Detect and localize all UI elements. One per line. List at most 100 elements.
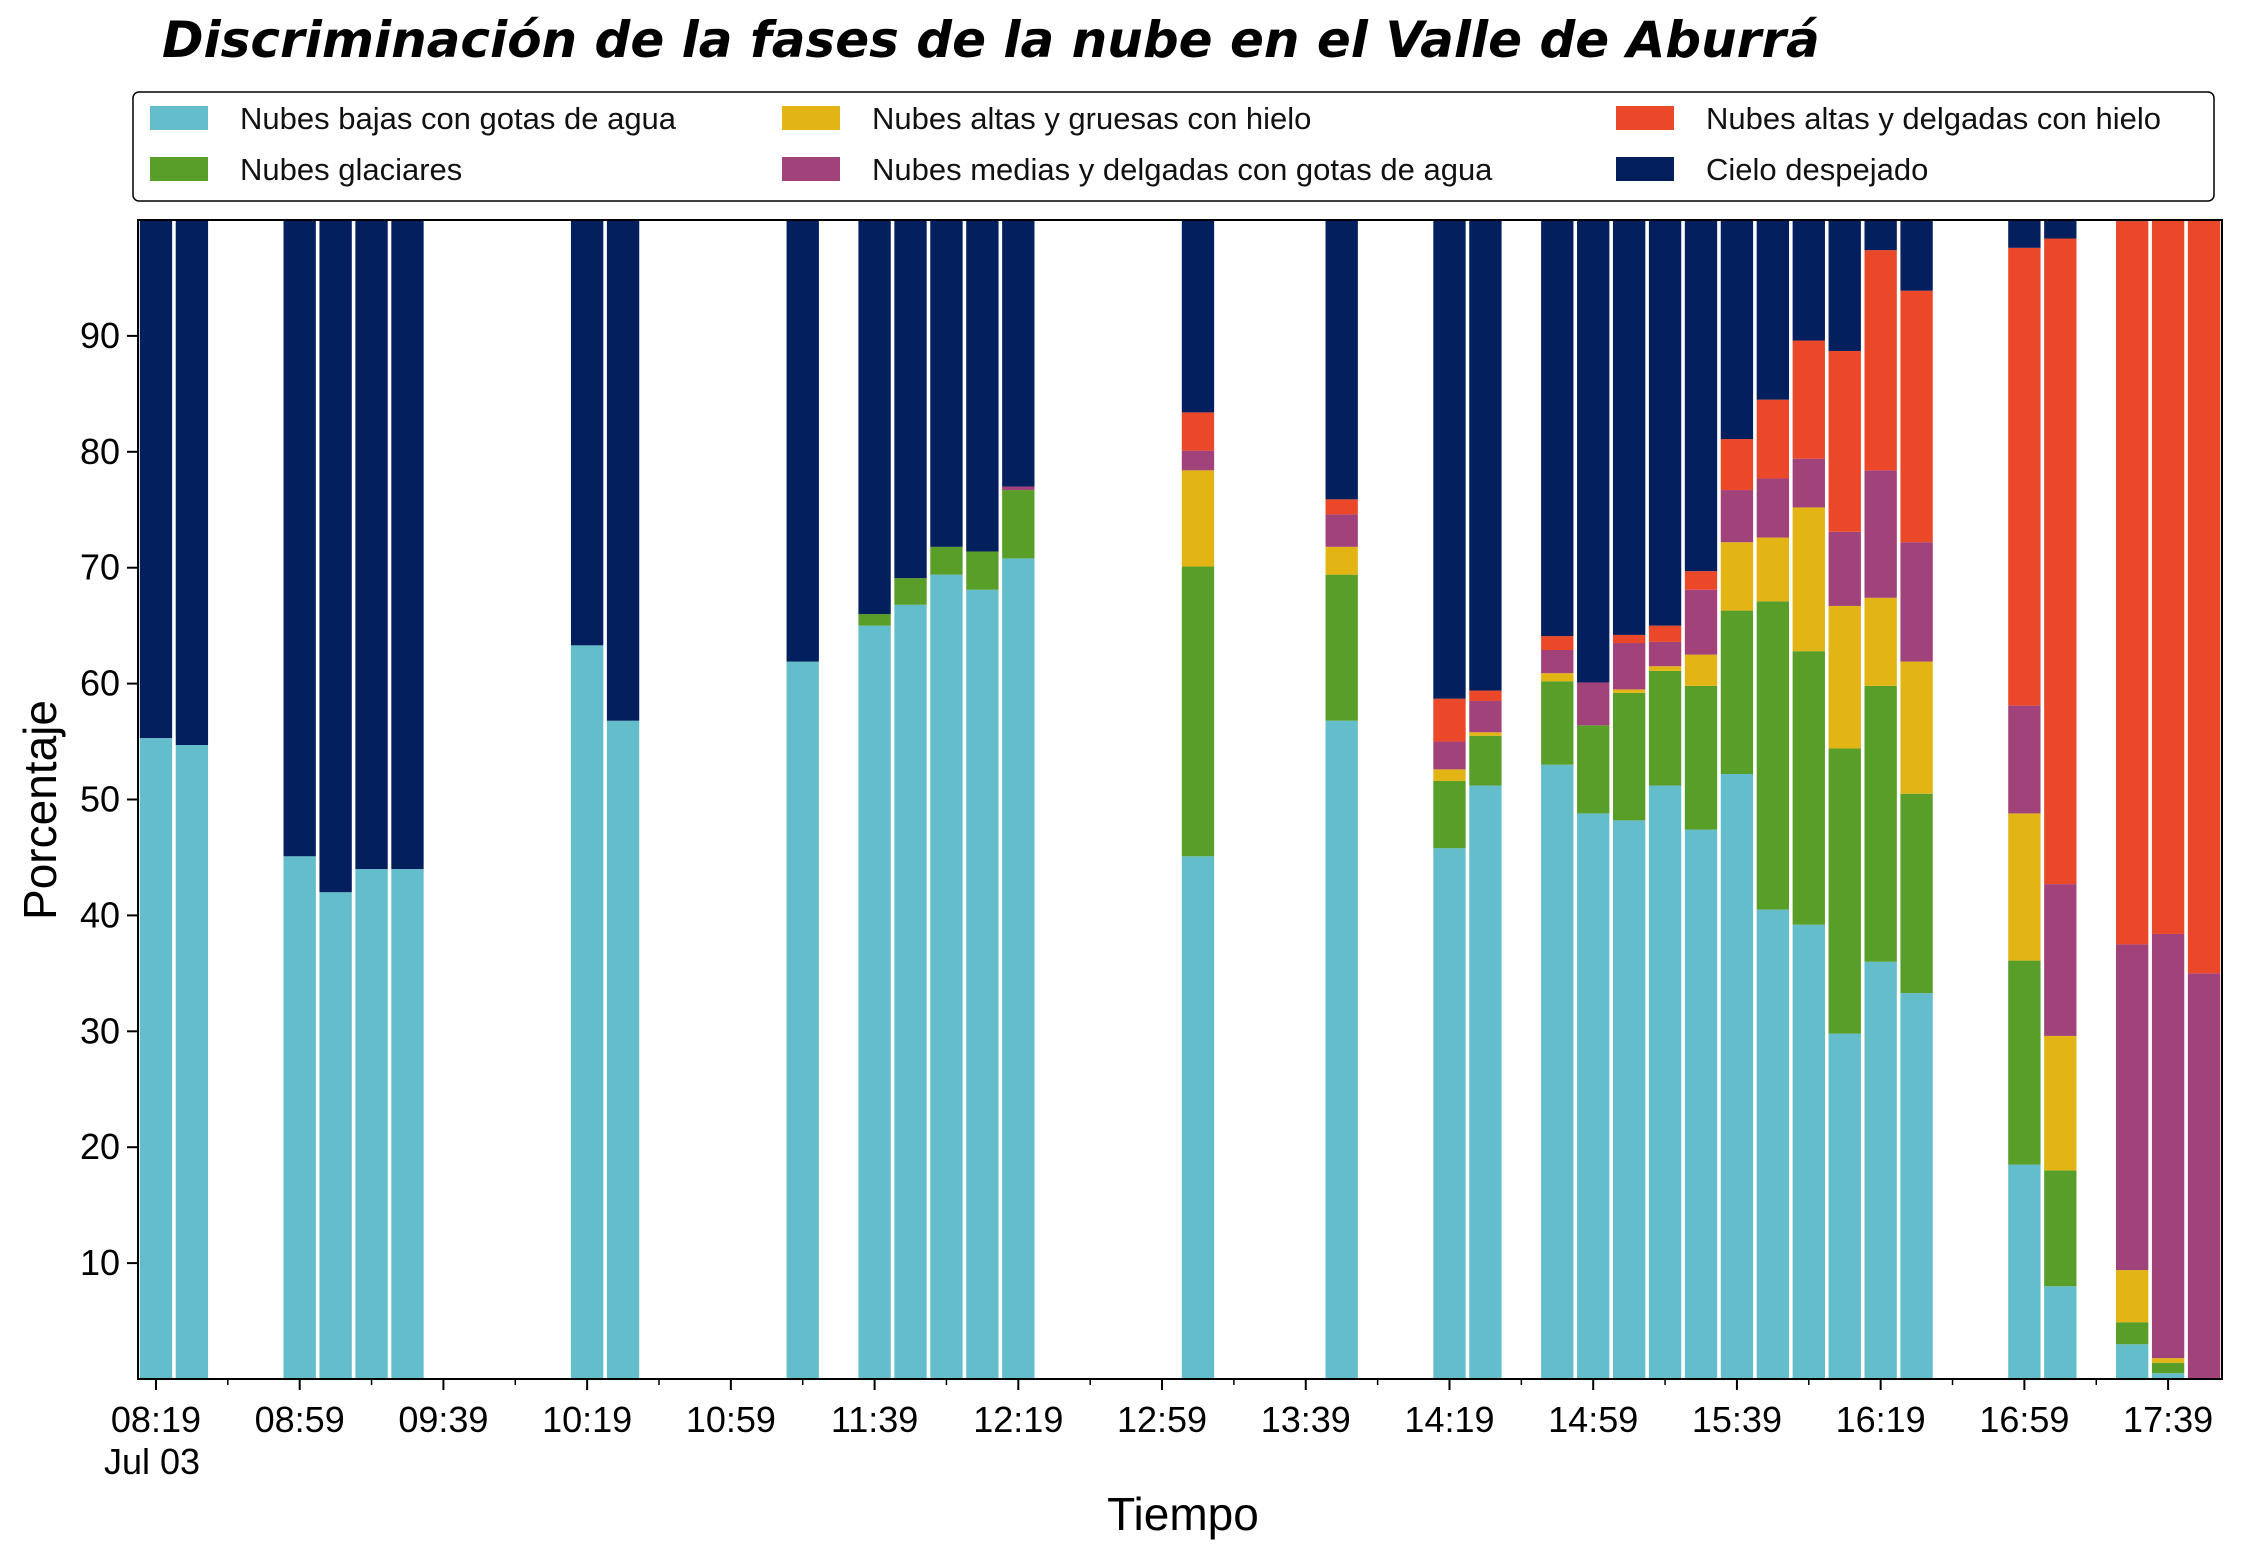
legend-swatch [1616,106,1674,130]
bar-segment-4-1449 [1541,636,1574,650]
bar-segment-1-1449 [1541,681,1574,765]
bar-segment-1-1519 [1648,670,1682,786]
x-tick-label: 14:19 [1404,1399,1494,1440]
bar-segment-0-1209 [966,589,999,1379]
bar-segment-4-1619 [1864,250,1897,471]
bar-segment-3-1519 [1648,641,1682,667]
legend-swatch [150,106,208,130]
bar-segment-4-1539 [1720,439,1754,491]
bar-segment-1-1609 [1828,748,1861,1034]
bar-segment-3-1449 [1541,649,1574,674]
bar-segment-0-1559 [1792,924,1825,1379]
bar-segment-0-1159 [930,574,963,1379]
x-tick-label: 15:39 [1692,1399,1782,1440]
bar-segment-2-1509 [1612,689,1646,693]
legend-swatch [782,106,840,130]
bar-segment-5-1349 [1325,220,1358,500]
bar-segment-3-1419 [1433,741,1466,770]
bar-segment-0-1729 [2116,1344,2149,1379]
legend-box [132,91,2215,202]
x-tick-label: 13:39 [1261,1399,1351,1440]
bar-segment-5-1519 [1648,220,1682,626]
y-tick-label: 60 [80,663,120,704]
bar-segment-2-1549 [1756,537,1790,602]
y-tick-label: 80 [80,431,120,472]
x-tick-label: 12:19 [973,1399,1063,1440]
bar-segment-3-1739 [2151,933,2185,1359]
bar-segment-0-1119 [786,661,819,1379]
bar-segment-5-1509 [1612,220,1646,635]
bar-segment-0-1529 [1684,829,1718,1379]
bar-segment-0-1029 [606,720,640,1379]
bar-segment-5-1419 [1433,220,1466,699]
legend-label: Cielo despejado [1706,152,1928,187]
y-tick-label: 10 [80,1242,120,1283]
bar-segment-1-1309 [1181,566,1215,857]
bar-segment-5-0829 [175,220,209,746]
x-tick-label: 10:59 [686,1399,776,1440]
bar-segment-5-1529 [1684,220,1718,572]
bar-segment-1-1619 [1864,685,1897,962]
bar-segment-5-1149 [894,220,927,579]
x-tick-label: 10:19 [542,1399,632,1440]
bar-segment-3-1509 [1612,643,1646,690]
bar-segment-2-1739 [2151,1358,2185,1363]
x-date-label: Jul 03 [104,1441,200,1482]
bar-segment-5-1449 [1541,220,1574,637]
x-tick-label: 16:59 [1979,1399,2069,1440]
legend-label: Nubes medias y delgadas con gotas de agu… [872,152,1493,187]
bar-segment-5-1219 [1002,220,1035,487]
bar-segment-0-1429 [1469,785,1502,1379]
legend-label: Nubes altas y delgadas con hielo [1706,101,2161,136]
bar-segment-3-1629 [1900,542,1933,662]
bar-segment-5-1139 [858,220,891,615]
bar-segment-3-1429 [1469,700,1502,733]
y-tick-label: 30 [80,1010,120,1051]
bar-segment-0-0909 [319,892,352,1379]
bar-segment-2-1729 [2116,1270,2149,1323]
bar-segment-5-0819 [139,220,173,739]
bar-segment-4-1529 [1684,571,1718,590]
bar-segment-5-1429 [1469,220,1502,691]
bar-segment-0-1349 [1325,720,1358,1379]
bar-segment-3-1459 [1577,682,1610,726]
legend-swatch [782,157,840,181]
bar-segment-2-1619 [1864,597,1897,686]
bar-segment-1-1659 [2008,960,2041,1165]
bar-segment-1-1529 [1684,685,1718,830]
bar-segment-3-1529 [1684,589,1718,655]
bar-segment-2-1309 [1181,470,1215,567]
bar-segment-5-1159 [930,220,963,547]
bar-segment-5-1629 [1900,220,1933,291]
bar-segment-4-1549 [1756,399,1790,479]
bar-segment-0-1629 [1900,993,1933,1379]
y-tick-label: 20 [80,1126,120,1167]
bar-segment-5-1559 [1792,220,1825,341]
bar-segment-4-1509 [1612,634,1646,644]
y-tick-label: 40 [80,894,120,935]
bar-segment-1-1709 [2044,1170,2077,1287]
bar-segment-4-1349 [1325,499,1358,515]
bar-segment-3-1749 [2187,973,2221,1379]
bar-segment-3-1659 [2008,705,2041,814]
bar-segment-0-1609 [1828,1033,1861,1379]
bar-segment-0-0859 [283,856,316,1379]
bar-segment-0-1459 [1577,813,1610,1379]
bar-segment-5-1619 [1864,220,1897,251]
bar-segment-5-1209 [966,220,999,552]
bar-segment-4-1709 [2044,238,2077,885]
bar-segment-0-1139 [858,625,891,1379]
legend-swatch [150,157,208,181]
bar-segment-4-1419 [1433,698,1466,742]
bar-segment-0-1419 [1433,848,1466,1379]
bar-segment-5-1539 [1720,220,1754,440]
bar-segment-5-1029 [606,220,640,721]
bar-segment-2-1609 [1828,605,1861,749]
x-tick-label: 12:59 [1117,1399,1207,1440]
y-tick-label: 90 [80,315,120,356]
bar-segment-1-1509 [1612,692,1646,821]
bar-segment-5-1459 [1577,220,1610,683]
bar-segment-0-1549 [1756,909,1790,1379]
y-axis: 10 20 30 40 50 60 70 80 90 [80,315,138,1283]
